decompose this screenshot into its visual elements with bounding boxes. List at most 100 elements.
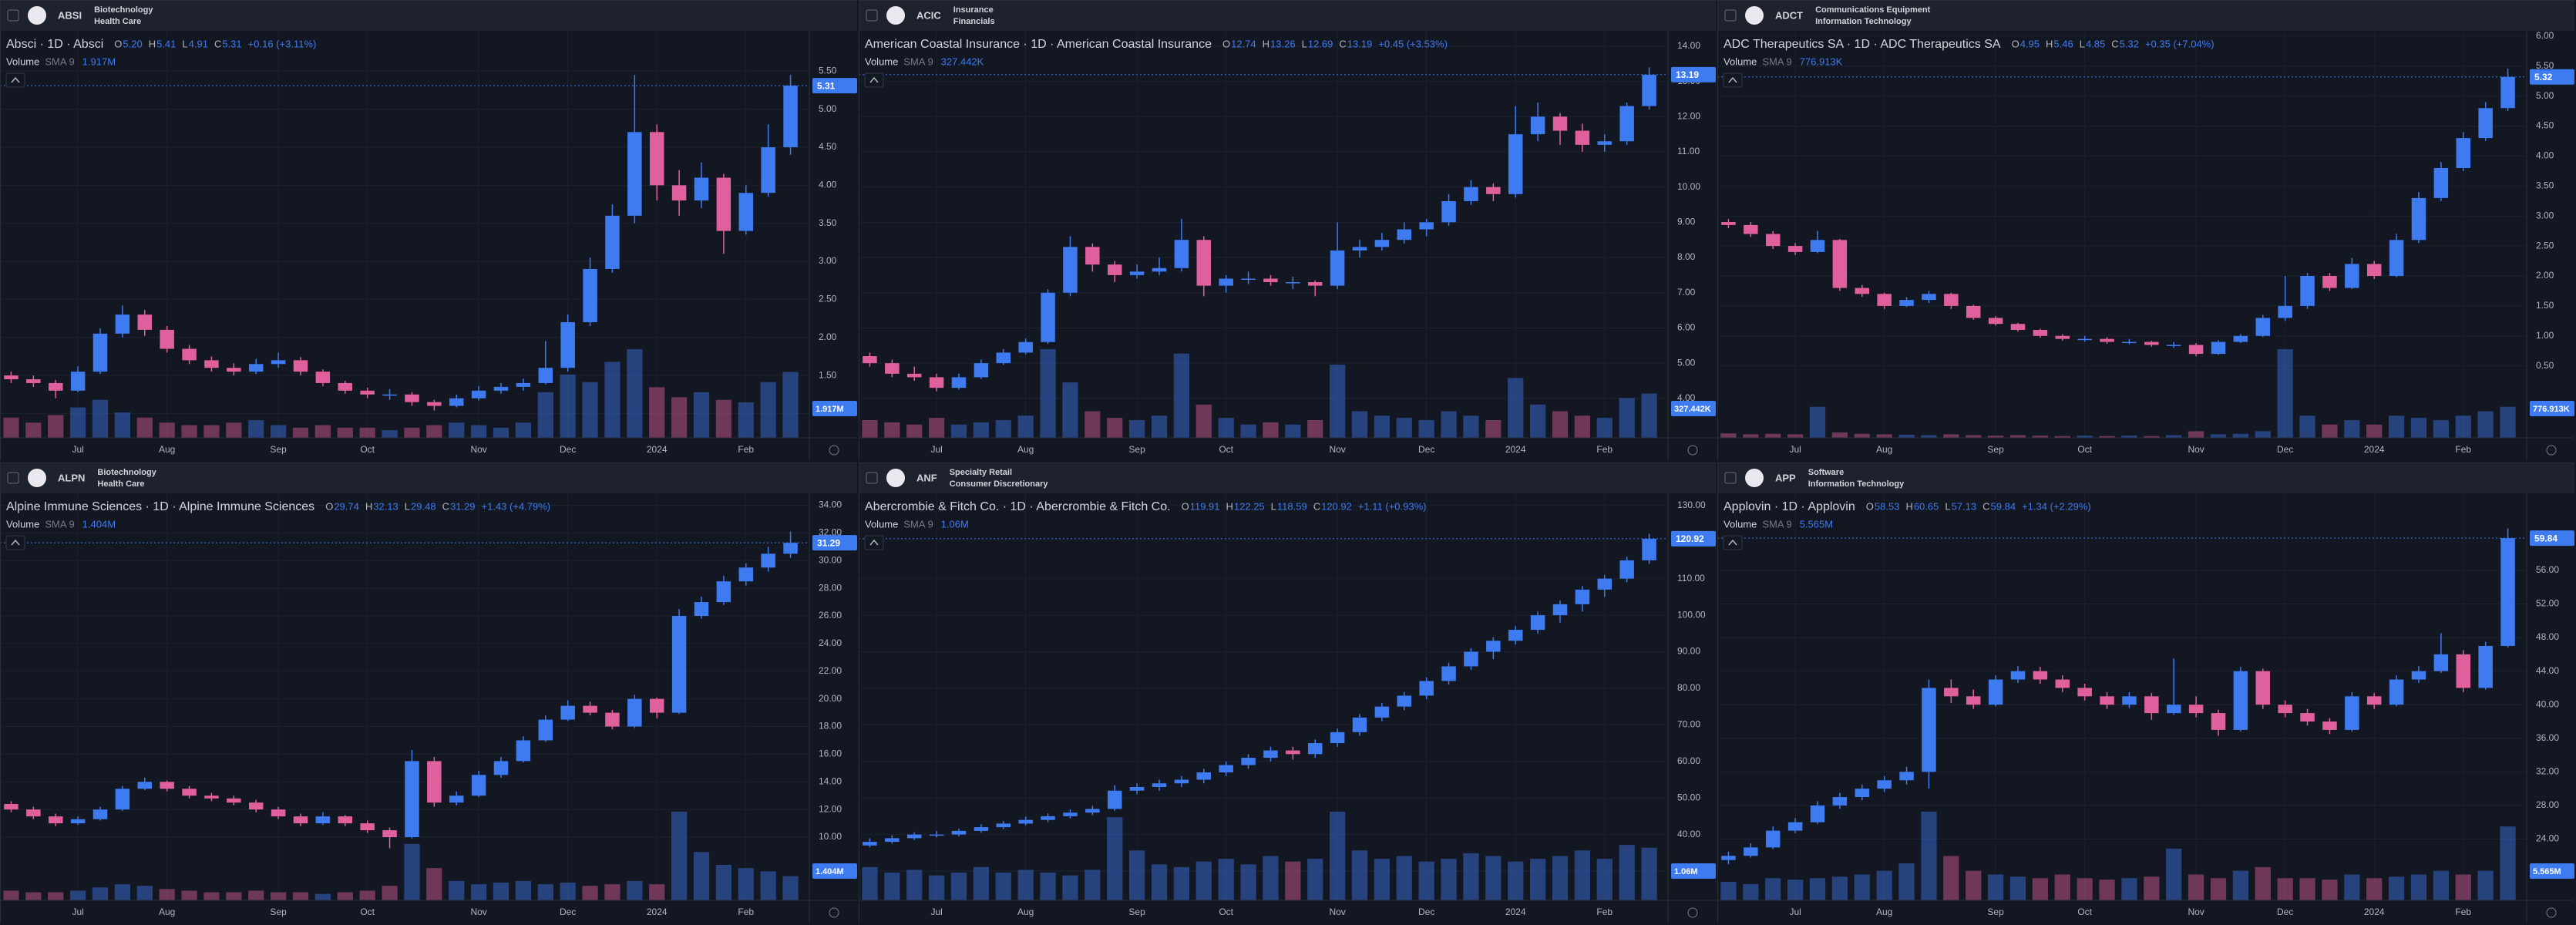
y-tick-label: 1.50	[2536, 300, 2554, 311]
candle-body	[427, 761, 442, 803]
x-tick-label: Feb	[1596, 906, 1613, 917]
symbol[interactable]: ALPN	[58, 472, 85, 483]
select-checkbox[interactable]	[1724, 472, 1737, 484]
volume-bar	[1854, 433, 1870, 438]
volume-bar	[1787, 434, 1804, 438]
candle-body	[182, 789, 197, 796]
candle-body	[1219, 278, 1233, 286]
volume-bar	[404, 843, 420, 900]
candle-body	[2300, 713, 2315, 722]
candle-body	[248, 802, 264, 810]
volume-sma: SMA 9	[1762, 56, 1791, 67]
volume-bar	[1485, 420, 1502, 438]
volume-bar	[995, 420, 1011, 438]
ohlc-value: 4.85	[2086, 38, 2105, 49]
collapse-button[interactable]	[1723, 535, 1743, 550]
ohlc-label: O	[1222, 38, 1230, 49]
collapse-icon	[869, 76, 879, 83]
collapse-button[interactable]	[5, 72, 25, 88]
candle-body	[338, 816, 353, 824]
symbol[interactable]: ABSI	[58, 9, 82, 21]
candle-body	[1419, 222, 1434, 230]
symbol[interactable]: ANF	[916, 472, 937, 483]
volume-bar	[2144, 876, 2160, 900]
volume-bar	[248, 420, 264, 438]
candle-body	[1286, 282, 1300, 284]
candle-body	[227, 368, 241, 372]
y-tick-label: 1.00	[2536, 330, 2554, 341]
x-tick-label: Sep	[1987, 444, 2004, 455]
volume-bar	[1966, 870, 1982, 900]
volume-bar	[1809, 878, 1826, 900]
candle-body	[649, 698, 664, 713]
panel-background	[0, 0, 857, 461]
symbol[interactable]: ADCT	[1775, 9, 1803, 21]
select-checkbox[interactable]	[866, 9, 878, 22]
candle-body	[2389, 679, 2404, 705]
volume-bar	[426, 868, 442, 900]
ohlc-value: 31.29	[450, 500, 476, 512]
symbol[interactable]: APP	[1775, 472, 1796, 483]
settings-button[interactable]	[2546, 907, 2557, 918]
candle-body	[1085, 809, 1100, 813]
volume-bar	[292, 892, 309, 900]
volume-bar	[782, 876, 799, 900]
volume-bar	[3, 890, 19, 900]
select-checkbox[interactable]	[7, 472, 19, 484]
x-tick-label: Nov	[1329, 906, 1345, 917]
collapse-button[interactable]	[864, 535, 884, 550]
volume-bar	[1809, 406, 1826, 438]
volume-bar	[1596, 859, 1613, 900]
y-tick-label: 50.00	[1677, 792, 1700, 802]
collapse-button[interactable]	[5, 535, 25, 550]
candle-body	[48, 382, 63, 391]
candle-body	[974, 827, 989, 831]
collapse-button[interactable]	[864, 72, 884, 88]
candle-body	[1855, 288, 1870, 294]
candle-body	[2166, 345, 2181, 346]
volume-bar	[2232, 870, 2248, 900]
candle-body	[694, 602, 709, 617]
settings-button[interactable]	[1687, 445, 1698, 456]
settings-button[interactable]	[1687, 907, 1698, 918]
candle-body	[1966, 696, 1981, 705]
volume-bar	[382, 430, 398, 438]
y-tick-label: 12.00	[819, 803, 842, 814]
symbol[interactable]: ACIC	[916, 9, 941, 21]
candle-body	[1810, 805, 1825, 822]
candle-body	[2433, 168, 2449, 198]
ohlc-label: C	[442, 500, 449, 512]
volume-bar	[2255, 866, 2271, 900]
select-checkbox[interactable]	[866, 472, 878, 484]
volume-bar	[1743, 883, 1759, 900]
volume-bar	[1330, 812, 1346, 900]
settings-button[interactable]	[829, 907, 839, 918]
candle-body	[1744, 224, 1758, 234]
candle-body	[1855, 789, 1870, 798]
select-checkbox[interactable]	[7, 9, 19, 22]
panel-border	[859, 462, 1716, 923]
select-checkbox[interactable]	[1724, 9, 1737, 22]
volume-bar	[2433, 870, 2449, 900]
candle-body	[1810, 240, 1825, 252]
candle-body	[1899, 772, 1914, 781]
candle-body	[1419, 681, 1434, 696]
collapse-button[interactable]	[1723, 72, 1743, 88]
x-tick-label: Nov	[2188, 444, 2204, 455]
y-tick-label: 44.00	[2536, 665, 2559, 676]
settings-button[interactable]	[829, 445, 839, 456]
candle-body	[1263, 750, 1278, 758]
chart-panel: ADCT Communications Equipment Information …	[1717, 0, 2574, 461]
y-tick-label: 90.00	[1677, 646, 1700, 657]
volume-bar	[1943, 856, 1959, 900]
ohlc-value: 5.31	[222, 38, 241, 49]
panel-background	[859, 0, 1716, 461]
candle-body	[1286, 750, 1300, 755]
x-tick-label: Sep	[270, 444, 287, 455]
volume-bar	[1396, 856, 1412, 900]
x-tick-label: Nov	[470, 906, 486, 917]
settings-button[interactable]	[2546, 445, 2557, 456]
symbol-logo	[1745, 469, 1764, 487]
ohlc-label: O	[1182, 500, 1189, 512]
x-tick-label: 2024	[647, 444, 668, 455]
